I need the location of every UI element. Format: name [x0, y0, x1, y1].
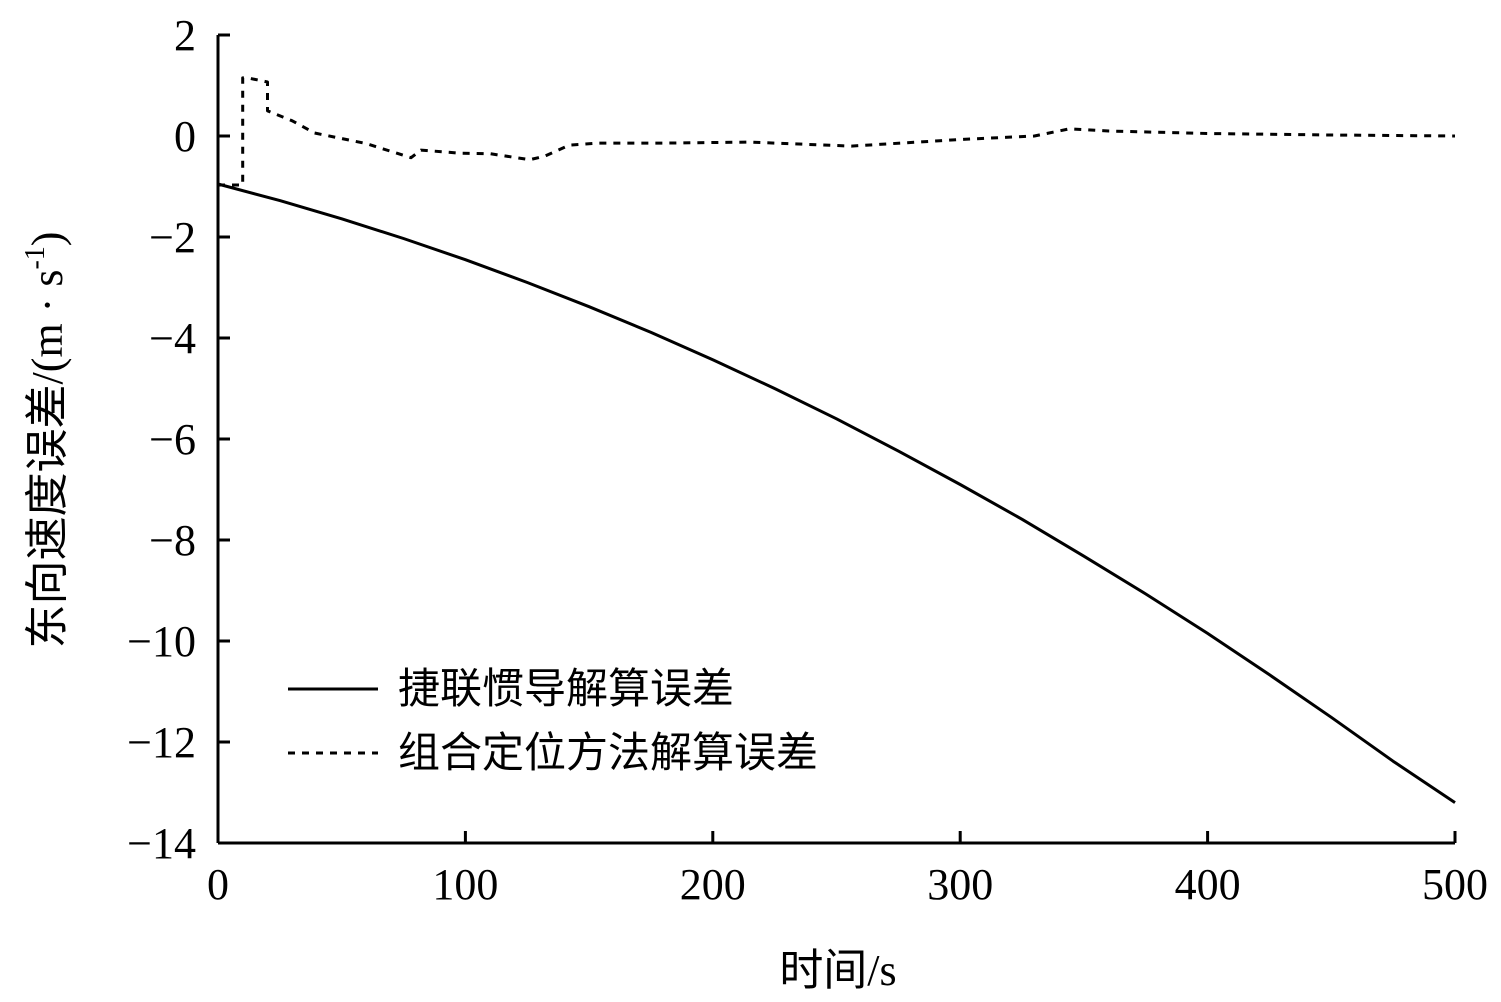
x-tick-label: 500 [1422, 860, 1488, 909]
x-tick-label: 400 [1175, 860, 1241, 909]
y-axis-label-main: 东向速度误差/(m · s [23, 270, 72, 649]
y-axis-label: 东向速度误差/(m · s-1) [20, 232, 72, 649]
series-layer [217, 76, 1456, 804]
y-tick-label: 0 [174, 112, 196, 161]
x-tick-label: 0 [207, 860, 229, 909]
y-axis-label-sup: -1 [20, 246, 51, 269]
y-tick-label: −4 [149, 314, 196, 363]
x-axis-label: 时间/s [779, 946, 896, 995]
y-tick-label: −10 [127, 617, 196, 666]
x-tick-label: 100 [432, 860, 498, 909]
legend-label-0: 捷联惯导解算误差 [398, 667, 734, 713]
legend: 捷联惯导解算误差 组合定位方法解算误差 [288, 667, 818, 777]
y-tick-label: −8 [149, 516, 196, 565]
series-line-1 [218, 76, 1456, 187]
y-tick-label: −2 [149, 213, 196, 262]
x-tick-label: 300 [927, 860, 993, 909]
y-tick-label: −12 [127, 718, 196, 767]
y-tick-label: 2 [174, 11, 196, 60]
series-line-0 [217, 182, 1456, 804]
y-tick-label: −6 [149, 415, 196, 464]
axes: 0 100 200 300 400 500 2 0 −2 −4 −6 −8 −10 −12 −14 [127, 11, 1488, 909]
y-axis-label-close: ) [23, 232, 72, 247]
y-tick-label: −14 [127, 819, 196, 868]
x-tick-label: 200 [680, 860, 746, 909]
legend-label-1: 组合定位方法解算误差 [398, 730, 818, 777]
